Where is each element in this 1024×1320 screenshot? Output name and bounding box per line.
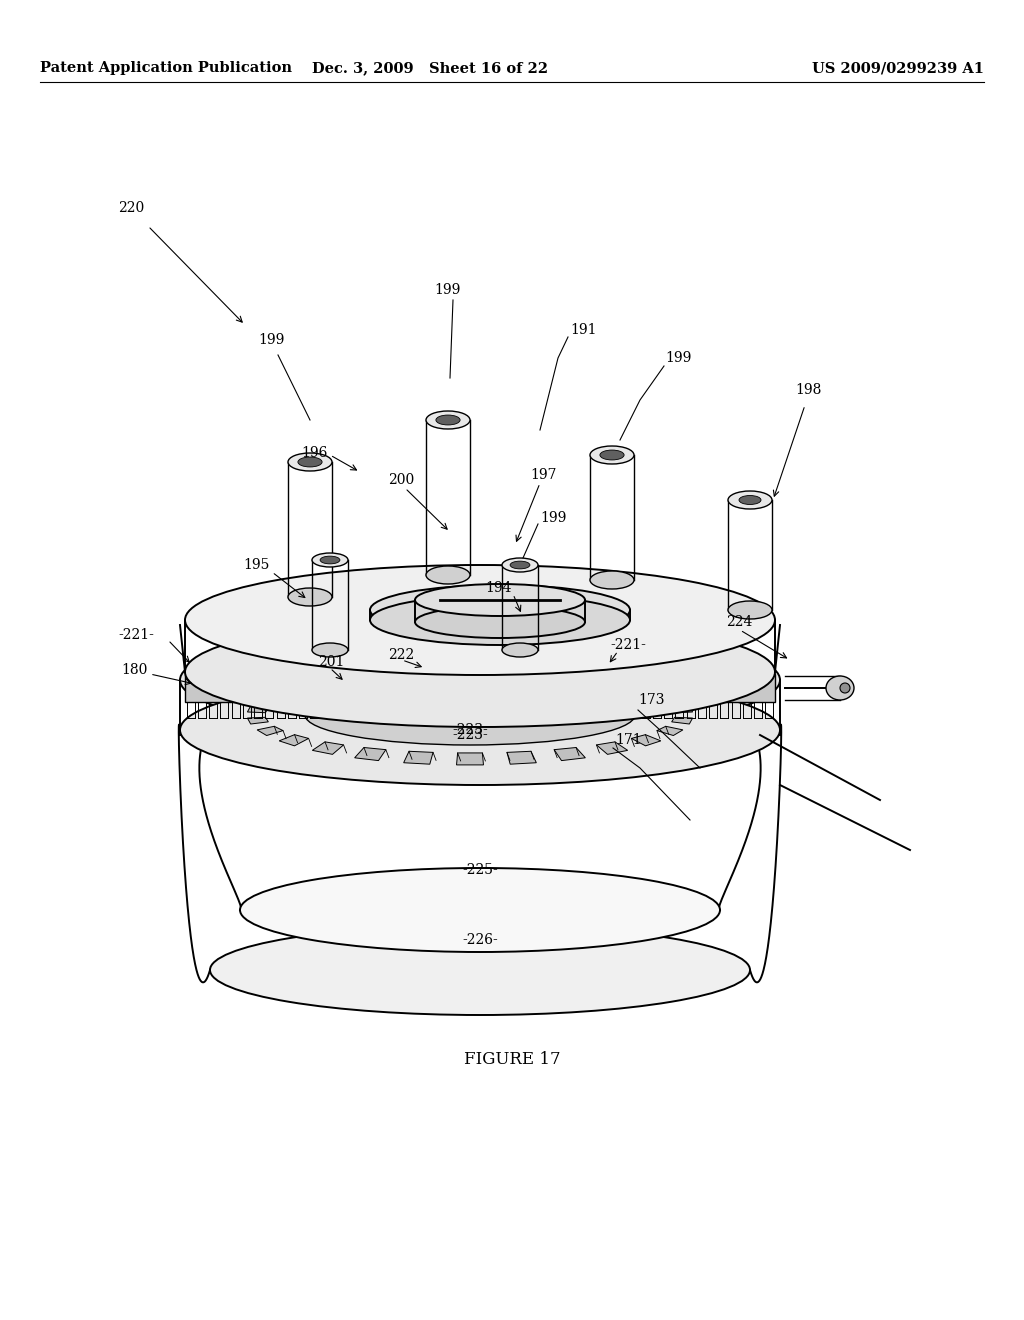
Polygon shape	[257, 726, 283, 735]
Polygon shape	[632, 735, 660, 746]
Ellipse shape	[180, 624, 780, 735]
Text: FIGURE 17: FIGURE 17	[464, 1052, 560, 1068]
Text: 180: 180	[122, 663, 148, 677]
Ellipse shape	[840, 682, 850, 693]
Ellipse shape	[502, 558, 538, 572]
Ellipse shape	[370, 585, 630, 635]
Polygon shape	[248, 717, 268, 723]
Text: 199: 199	[665, 351, 691, 366]
Ellipse shape	[502, 643, 538, 657]
Text: 196: 196	[302, 446, 328, 459]
Polygon shape	[554, 669, 586, 682]
Ellipse shape	[312, 553, 348, 568]
Bar	[185, 675, 410, 702]
Text: 198: 198	[795, 383, 821, 397]
Text: 199: 199	[258, 333, 285, 347]
Text: 197: 197	[530, 469, 556, 482]
Ellipse shape	[180, 675, 780, 785]
Polygon shape	[632, 684, 660, 696]
Polygon shape	[554, 747, 586, 760]
Polygon shape	[312, 676, 344, 688]
Ellipse shape	[312, 643, 348, 657]
Polygon shape	[507, 665, 537, 678]
Polygon shape	[657, 726, 683, 735]
Text: 191: 191	[570, 323, 597, 337]
Text: US 2009/0299239 A1: US 2009/0299239 A1	[812, 61, 984, 75]
Polygon shape	[672, 717, 692, 723]
Polygon shape	[457, 752, 483, 764]
Text: 200: 200	[388, 473, 415, 487]
Ellipse shape	[739, 495, 761, 504]
Ellipse shape	[288, 453, 332, 471]
Ellipse shape	[298, 457, 323, 467]
Text: 220: 220	[118, 201, 144, 215]
Polygon shape	[257, 694, 283, 704]
Ellipse shape	[321, 556, 340, 564]
Ellipse shape	[452, 705, 488, 725]
Ellipse shape	[185, 565, 775, 675]
Text: 171: 171	[615, 733, 642, 747]
Polygon shape	[596, 676, 628, 688]
Ellipse shape	[590, 446, 634, 465]
Polygon shape	[248, 706, 268, 713]
Text: -223-: -223-	[453, 723, 487, 737]
Ellipse shape	[728, 491, 772, 510]
Ellipse shape	[600, 450, 624, 459]
Polygon shape	[403, 751, 433, 764]
Polygon shape	[354, 747, 386, 760]
Ellipse shape	[185, 616, 775, 727]
Ellipse shape	[288, 587, 332, 606]
Ellipse shape	[510, 561, 529, 569]
Text: -226-: -226-	[462, 933, 498, 946]
Text: 173: 173	[638, 693, 665, 708]
Text: 222: 222	[388, 648, 415, 663]
Polygon shape	[657, 694, 683, 704]
Polygon shape	[507, 751, 537, 764]
Ellipse shape	[370, 595, 630, 645]
Polygon shape	[312, 742, 344, 754]
Polygon shape	[280, 684, 308, 696]
Ellipse shape	[415, 606, 585, 638]
Text: 195: 195	[244, 558, 270, 572]
Text: -221-: -221-	[118, 628, 154, 642]
Ellipse shape	[210, 925, 750, 1015]
Ellipse shape	[240, 869, 720, 952]
Text: 224: 224	[726, 615, 753, 630]
Polygon shape	[596, 742, 628, 754]
Ellipse shape	[728, 601, 772, 619]
Text: Dec. 3, 2009   Sheet 16 of 22: Dec. 3, 2009 Sheet 16 of 22	[312, 61, 548, 75]
Polygon shape	[403, 665, 433, 678]
Text: -223-: -223-	[453, 729, 487, 742]
Polygon shape	[354, 669, 386, 682]
Ellipse shape	[426, 411, 470, 429]
Polygon shape	[280, 735, 308, 746]
Polygon shape	[457, 665, 483, 677]
Text: 201: 201	[318, 655, 344, 669]
Text: 199: 199	[540, 511, 566, 525]
Polygon shape	[672, 706, 692, 713]
Ellipse shape	[426, 566, 470, 583]
Ellipse shape	[305, 685, 635, 744]
Ellipse shape	[826, 676, 854, 700]
Ellipse shape	[590, 572, 634, 589]
Text: -225-: -225-	[462, 863, 498, 876]
Text: 194: 194	[485, 581, 512, 595]
Ellipse shape	[415, 583, 585, 616]
Bar	[550, 675, 775, 702]
Text: Patent Application Publication: Patent Application Publication	[40, 61, 292, 75]
Ellipse shape	[436, 414, 460, 425]
Text: 199: 199	[435, 282, 461, 297]
Text: -221-: -221-	[610, 638, 646, 652]
